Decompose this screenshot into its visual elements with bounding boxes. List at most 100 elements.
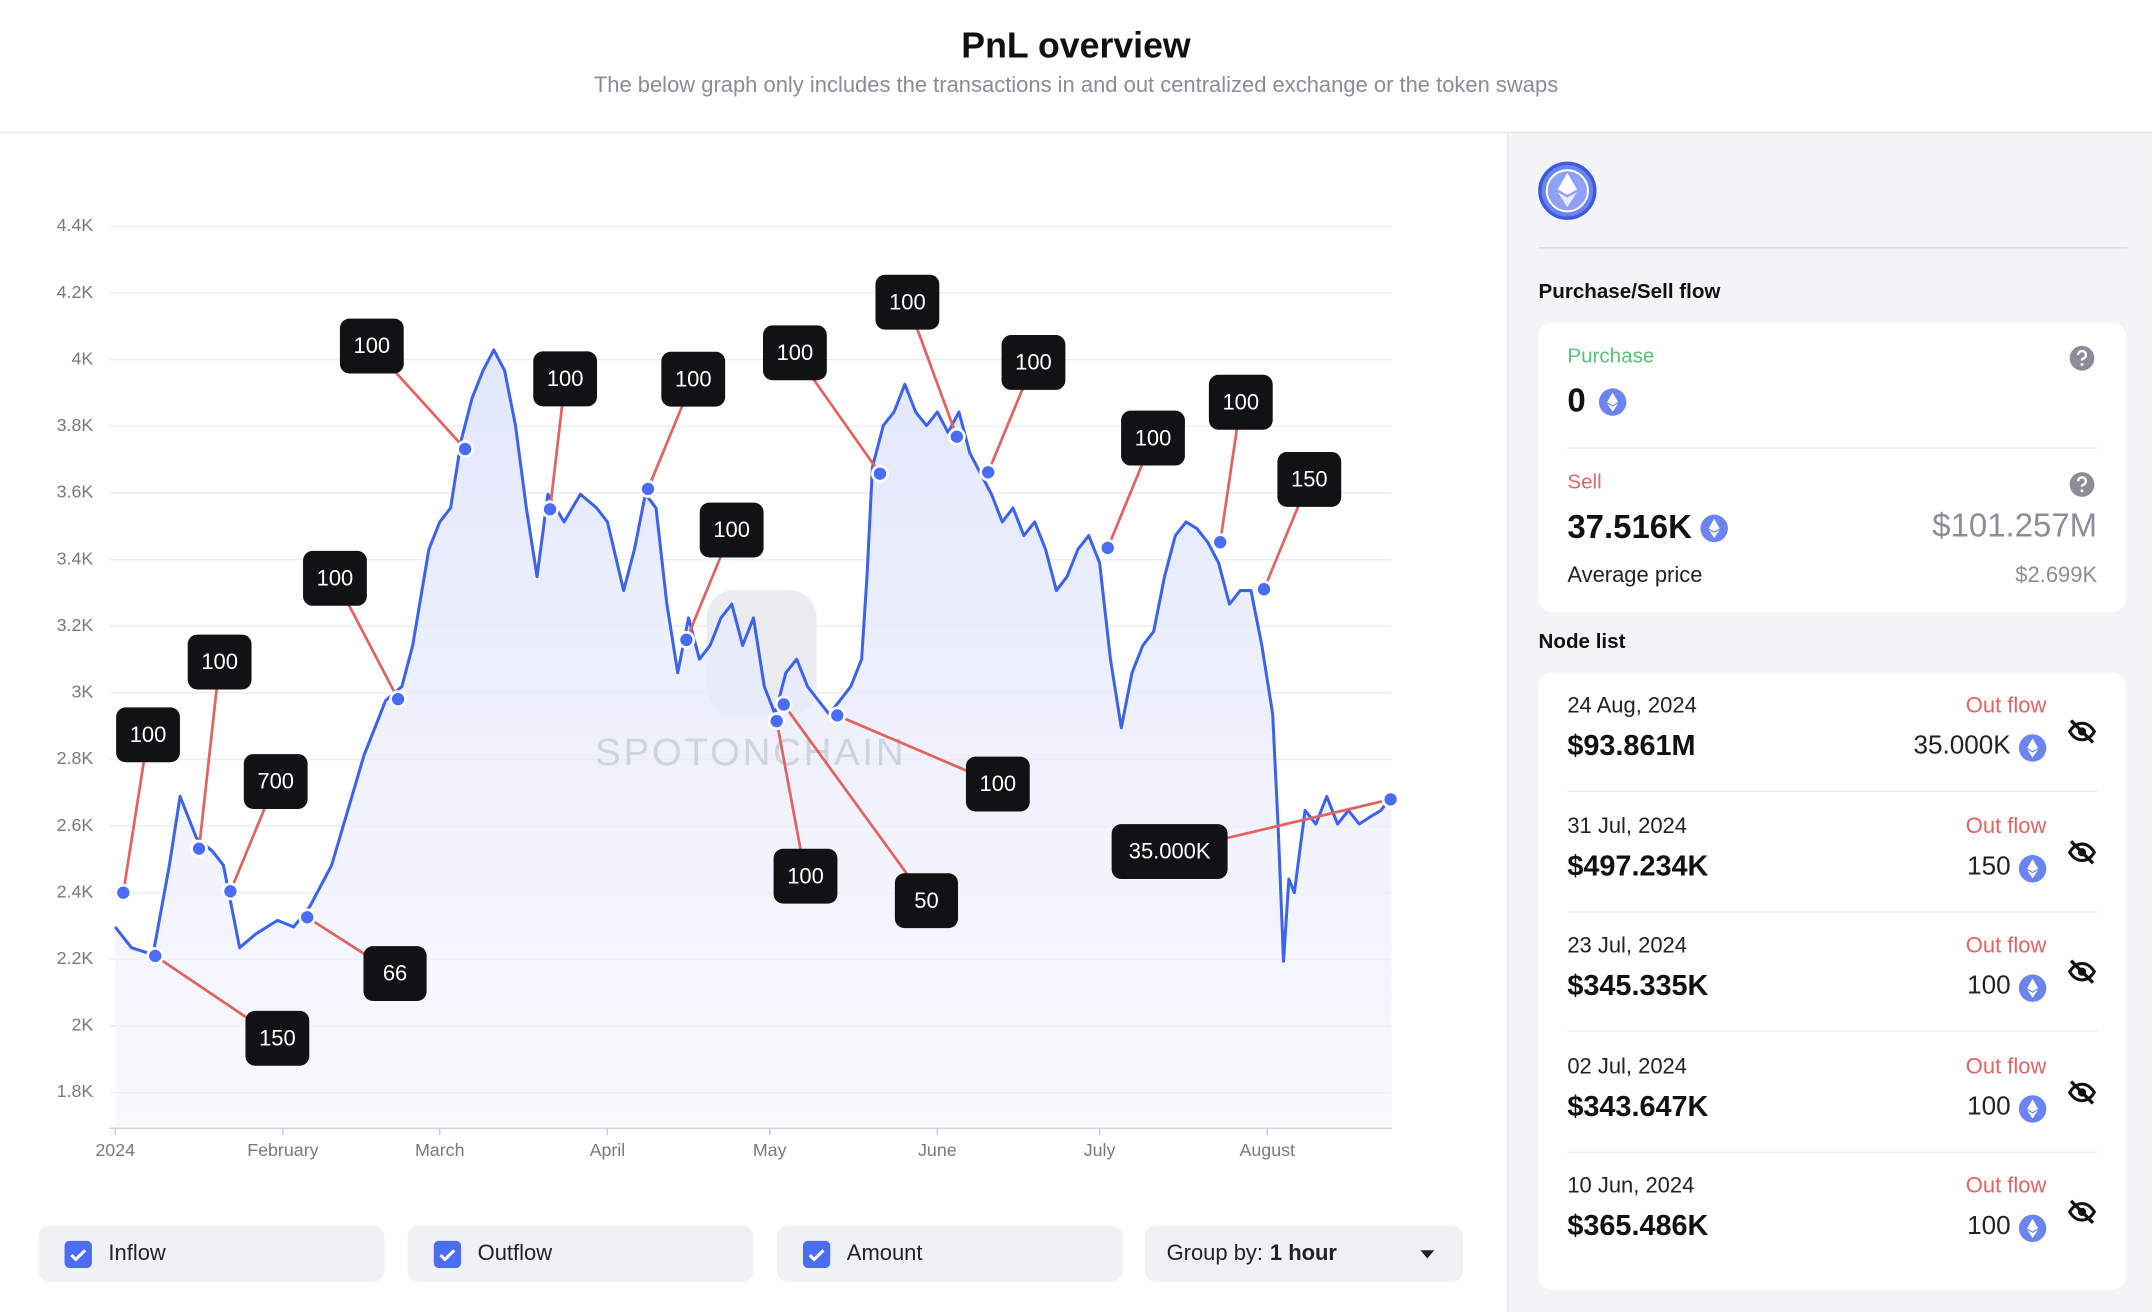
node-point — [767, 712, 786, 731]
node-label-box — [1111, 824, 1228, 879]
checkbox[interactable] — [802, 1240, 831, 1268]
flow-card: Purchase 0 Sell 37.516K $101.257M Averag… — [1538, 322, 2126, 613]
node-label: 100 — [354, 333, 391, 358]
node-point — [298, 908, 317, 927]
eye-slash-icon[interactable] — [2067, 1077, 2097, 1107]
node-point — [639, 480, 657, 498]
node-flow: Out flow — [1965, 934, 2047, 958]
eth-icon — [1700, 514, 1728, 543]
inflow-toggle[interactable]: Inflow — [38, 1225, 385, 1282]
eth-icon — [2018, 973, 2048, 1003]
help-icon[interactable] — [2068, 471, 2095, 498]
x-tick-label: August — [1240, 1140, 1296, 1160]
eth-icon — [1598, 388, 1627, 416]
node-flow: Out flow — [1965, 814, 2047, 838]
x-tick-label: May — [753, 1140, 787, 1160]
node-label: 100 — [713, 517, 750, 542]
node-amount: 150 — [1967, 851, 2011, 881]
y-tick-label: 3K — [72, 682, 94, 702]
eye-slash-icon[interactable] — [2067, 1197, 2097, 1227]
eye-slash-icon[interactable] — [2067, 957, 2097, 987]
section-title: Purchase/Sell flow — [1538, 279, 1721, 304]
node-row: 31 Jul, 2024 $497.234K Out flow 150 — [1539, 793, 2126, 912]
y-tick-label: 3.4K — [57, 548, 94, 568]
node-label-box — [894, 873, 959, 929]
eye-slash-icon[interactable] — [2067, 716, 2097, 746]
y-tick-label: 4.4K — [57, 215, 94, 235]
node-flow: Out flow — [1965, 694, 2047, 718]
node-label-box — [1208, 374, 1273, 430]
checkbox[interactable] — [64, 1240, 92, 1268]
node-label-box — [533, 351, 598, 407]
divider — [1567, 1030, 2098, 1033]
node-row: 10 Jun, 2024 $365.486K Out flow 100 — [1539, 1153, 2126, 1272]
hide-toggle[interactable] — [2067, 1197, 2097, 1227]
node-label-box — [187, 634, 252, 690]
node-date: 24 Aug, 2024 — [1567, 694, 1697, 718]
eye-slash-icon[interactable] — [2067, 837, 2097, 867]
watermark: SPOTONCHAIN — [595, 731, 906, 774]
node-label-box — [875, 274, 940, 330]
node-point — [947, 427, 966, 446]
node-label: 100 — [1015, 350, 1052, 375]
divider — [1538, 247, 2128, 249]
node-point — [828, 706, 847, 725]
y-tick-label: 2.6K — [57, 815, 94, 835]
avg-price: $2.699K — [2015, 564, 2098, 588]
node-label: 100 — [317, 566, 354, 591]
node-point — [979, 463, 998, 482]
section-title: Node list — [1538, 629, 1626, 654]
y-tick-label: 2.4K — [57, 881, 94, 901]
eth-icon — [2018, 733, 2048, 763]
outflow-toggle[interactable]: Outflow — [407, 1225, 754, 1282]
divider — [1567, 910, 2098, 912]
node-label-box — [661, 351, 726, 407]
outflow-label: Outflow — [477, 1241, 553, 1265]
chart: 1.8K 2K 2.2K 2.4K 2.6K 2.8K 3K 3.2K 3.4K 3.6K 3.8K… — [57, 215, 1400, 1160]
page-subtitle: The below graph only includes the transa… — [593, 74, 1559, 98]
eth-glyph — [2018, 974, 2047, 1002]
node-label: 100 — [1135, 425, 1172, 450]
node-label-box — [1001, 335, 1066, 390]
node-point — [190, 839, 208, 858]
y-tick-label: 3.6K — [57, 482, 94, 502]
page-title: PnL overview — [961, 24, 1191, 66]
group-by-value: 1 hour — [1269, 1241, 1337, 1265]
node-value: $497.234K — [1567, 850, 1709, 882]
hide-toggle[interactable] — [2067, 837, 2097, 867]
node-label: 100 — [889, 289, 926, 314]
amount-toggle[interactable]: Amount — [776, 1225, 1123, 1282]
hide-toggle[interactable] — [2067, 1077, 2097, 1107]
hide-toggle[interactable] — [2067, 716, 2097, 746]
eth-icon — [2018, 1213, 2048, 1243]
help-icon[interactable] — [2068, 344, 2095, 371]
node-row: 02 Jul, 2024 $343.647K Out flow 100 — [1539, 1033, 2126, 1153]
node-amount: 35.000K — [1913, 731, 2011, 761]
avg-price-label: Average price — [1567, 564, 1703, 588]
x-tick-label: June — [918, 1140, 957, 1160]
y-tick-label: 4K — [72, 348, 94, 368]
node-point — [114, 883, 133, 902]
node-label-box — [699, 502, 764, 558]
node-amount: 100 — [1967, 971, 2011, 1001]
node-date: 10 Jun, 2024 — [1567, 1174, 1695, 1199]
group-by-select[interactable]: Group by: 1 hour — [1144, 1225, 1464, 1282]
node-label: 35.000K — [1129, 839, 1211, 864]
node-label: 100 — [787, 863, 824, 888]
x-tick-label: April — [590, 1140, 626, 1160]
node-date: 02 Jul, 2024 — [1567, 1054, 1687, 1079]
nodes: 100 150 100 700 66 100 100 100 100 100 100 50 100 100… — [114, 274, 1400, 1066]
node-label-box — [363, 946, 427, 1002]
node-flow: Out flow — [1965, 1054, 2047, 1079]
node-label: 100 — [675, 366, 712, 391]
node-label-box — [762, 325, 827, 381]
amount-label: Amount — [846, 1241, 923, 1265]
divider — [1567, 447, 2098, 449]
sell-label: Sell — [1567, 470, 1602, 495]
y-tick-label: 2.8K — [57, 748, 94, 768]
hide-toggle[interactable] — [2067, 957, 2097, 987]
checkbox[interactable] — [433, 1240, 462, 1268]
x-tick-label: July — [1084, 1140, 1116, 1160]
eth-icon — [2018, 1093, 2048, 1123]
